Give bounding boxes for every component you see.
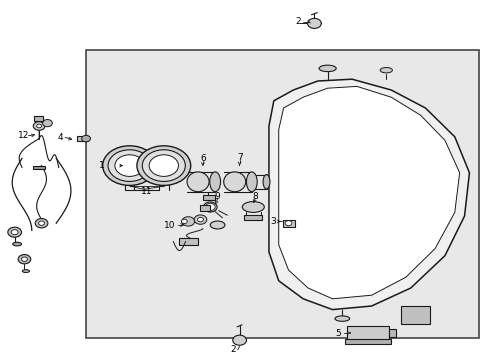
Polygon shape (268, 79, 468, 310)
Circle shape (182, 217, 194, 226)
Bar (85, 50, 478, 338)
Circle shape (307, 18, 321, 28)
Text: 5: 5 (335, 328, 341, 338)
Text: 1: 1 (99, 161, 104, 170)
Bar (203, 195, 215, 200)
Circle shape (42, 120, 52, 127)
Ellipse shape (210, 221, 224, 229)
Bar (179, 238, 198, 245)
Bar (400, 306, 429, 324)
Bar (282, 220, 294, 227)
Circle shape (149, 155, 178, 176)
Circle shape (137, 146, 190, 185)
Bar (388, 329, 395, 337)
Bar (346, 326, 388, 340)
Circle shape (285, 221, 291, 226)
Ellipse shape (13, 242, 21, 246)
Text: 12: 12 (18, 131, 29, 140)
Text: 10: 10 (164, 220, 176, 230)
Circle shape (102, 146, 156, 185)
Circle shape (205, 203, 215, 211)
Bar (77, 136, 88, 141)
Circle shape (232, 335, 246, 345)
Circle shape (197, 217, 203, 222)
Bar (33, 166, 45, 169)
Circle shape (35, 219, 48, 228)
Text: 8: 8 (252, 192, 258, 201)
Circle shape (142, 150, 185, 181)
Ellipse shape (246, 172, 257, 192)
Circle shape (33, 122, 45, 130)
Bar (244, 215, 262, 220)
Text: 3: 3 (269, 217, 275, 226)
Circle shape (8, 227, 21, 237)
Ellipse shape (319, 65, 336, 72)
Circle shape (39, 221, 44, 225)
Circle shape (181, 219, 187, 224)
Bar (344, 339, 390, 344)
Circle shape (11, 230, 18, 235)
Text: 4: 4 (57, 133, 63, 142)
Bar (200, 205, 210, 211)
Circle shape (194, 215, 206, 224)
Ellipse shape (223, 172, 245, 192)
Circle shape (108, 150, 151, 181)
Circle shape (81, 135, 90, 142)
Circle shape (18, 255, 31, 264)
Circle shape (37, 124, 41, 128)
Circle shape (21, 257, 27, 261)
Text: 7: 7 (236, 153, 242, 162)
Ellipse shape (209, 172, 220, 192)
Ellipse shape (242, 202, 264, 212)
Ellipse shape (22, 270, 29, 273)
Ellipse shape (380, 68, 391, 73)
Ellipse shape (186, 172, 208, 192)
Circle shape (115, 155, 144, 176)
Text: 11: 11 (141, 187, 152, 197)
Ellipse shape (263, 175, 269, 189)
Text: 2: 2 (295, 17, 301, 26)
Bar (34, 116, 43, 121)
Polygon shape (278, 86, 459, 299)
Text: 6: 6 (200, 154, 205, 163)
Ellipse shape (334, 316, 349, 321)
Text: 9: 9 (214, 192, 220, 201)
Text: 2: 2 (229, 346, 235, 354)
Ellipse shape (203, 202, 217, 212)
